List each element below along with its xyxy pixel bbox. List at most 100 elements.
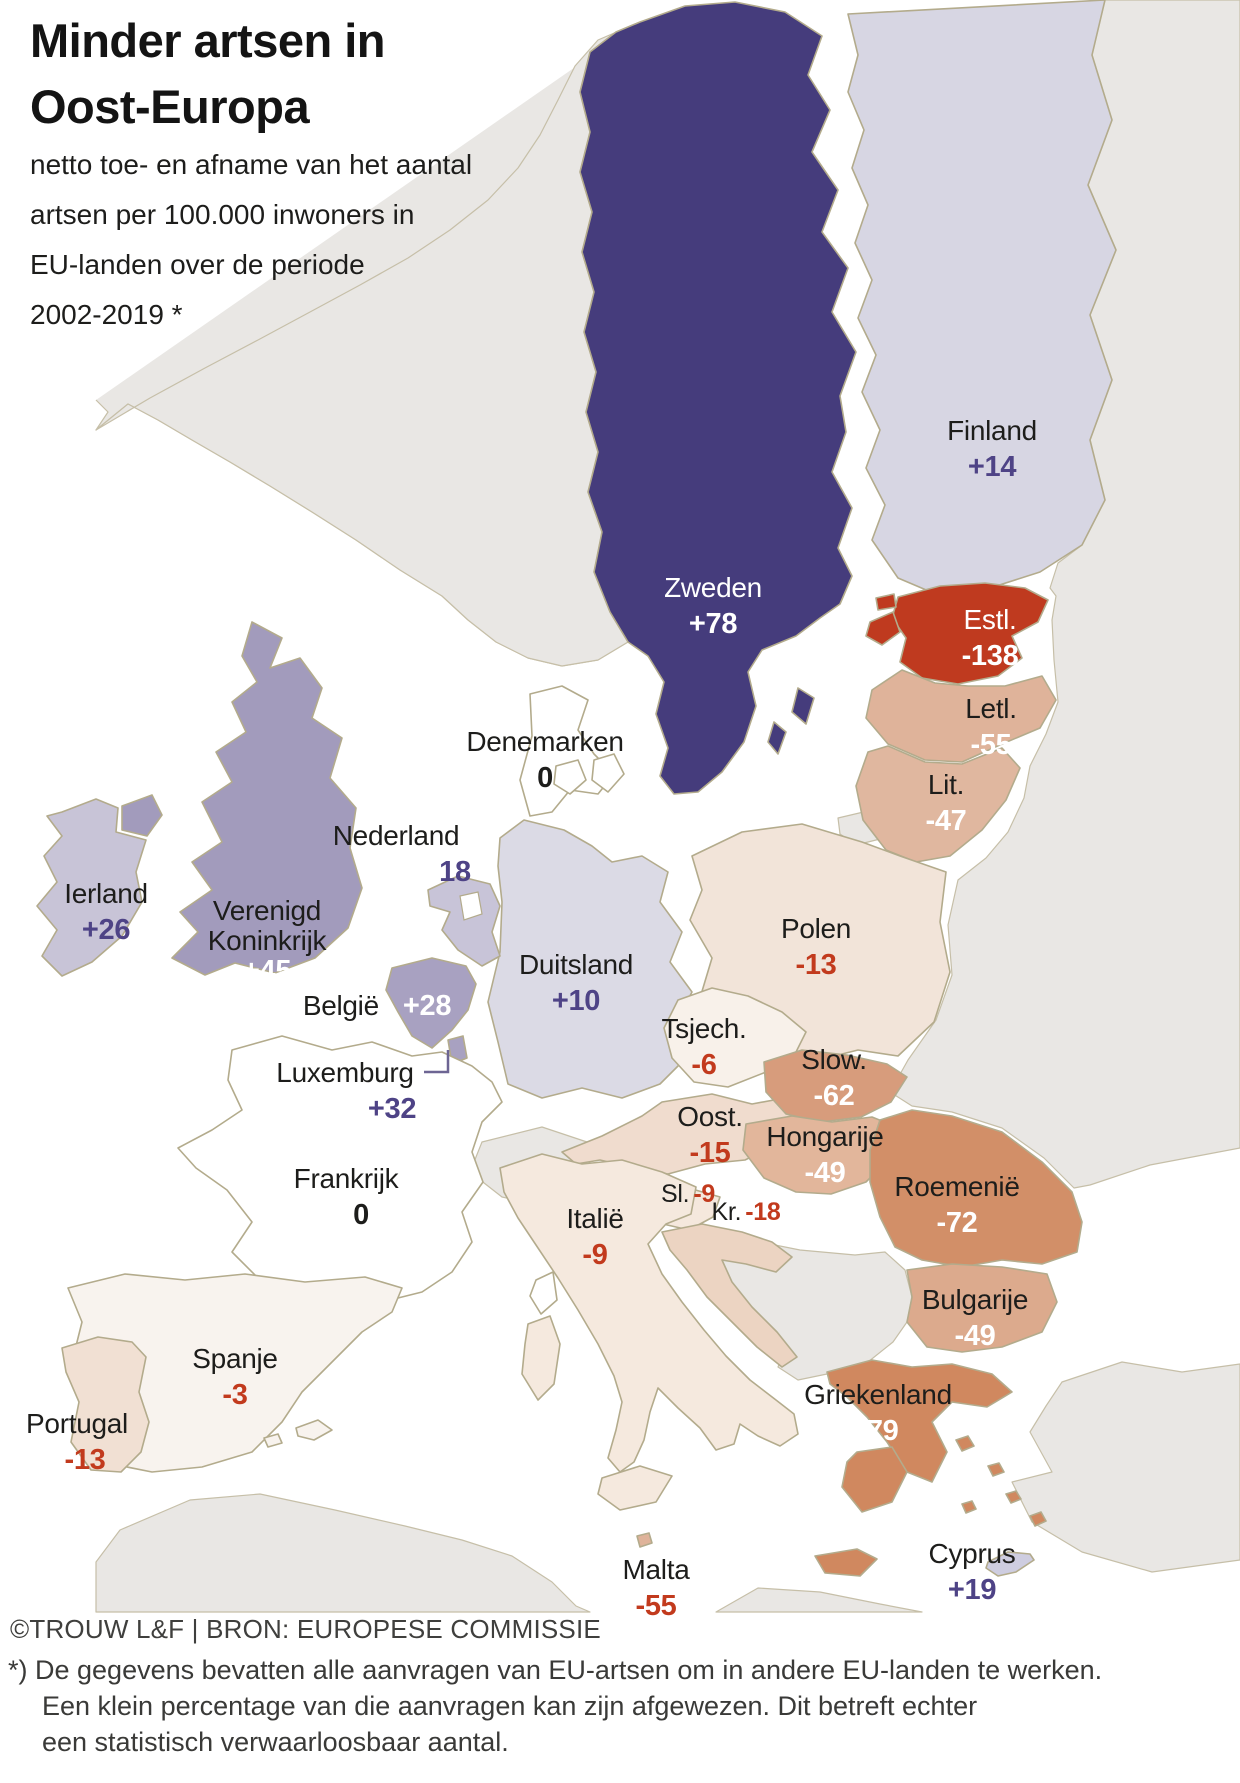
label-tsjechie: Tsjech. -6 — [661, 1011, 746, 1083]
country-value: +26 — [81, 914, 131, 946]
country-shape-denemarken — [519, 685, 615, 817]
country-value: -79 — [857, 1415, 899, 1447]
label-portugal: Portugal -13 — [26, 1406, 128, 1478]
country-shape-griekenland — [826, 1359, 1013, 1483]
country-value: +19 — [947, 1574, 997, 1606]
island-hiiumaa — [875, 593, 897, 611]
country-value: -49 — [954, 1320, 996, 1352]
footnote: *) De gegevens bevatten alle aanvragen v… — [8, 1652, 1102, 1760]
country-name: Nederland — [332, 820, 460, 851]
country-value: 0 — [537, 762, 553, 794]
label-slowakije: Slow. -62 — [801, 1042, 867, 1114]
country-name: Hongarije — [766, 1121, 884, 1152]
label-duitsland: Duitsland +10 — [519, 947, 633, 1019]
country-value: -18 — [745, 1198, 781, 1226]
source-credit: ©TROUW L&F | BRON: EUROPESE COMMISSIE — [10, 1614, 601, 1644]
country-value: +45 — [242, 955, 292, 987]
page-subtitle: netto toe- en afname van het aantal arts… — [30, 140, 472, 340]
country-name: Cyprus — [928, 1538, 1016, 1569]
country-value: -6 — [691, 1049, 717, 1081]
country-value: -62 — [813, 1080, 855, 1112]
country-shape-roemenie — [869, 1109, 1083, 1268]
label-letland: Letl. -55 — [965, 691, 1017, 763]
country-shape-kroatie — [661, 1223, 798, 1368]
island-funen — [553, 759, 587, 795]
label-ierland: Ierland +26 — [64, 876, 148, 948]
country-value: -138 — [961, 640, 1019, 672]
country-value: +32 — [367, 1093, 417, 1125]
luxemburg-connector-line — [424, 1050, 450, 1074]
island-sardinia — [521, 1315, 561, 1401]
label-spanje: Spanje -3 — [192, 1341, 278, 1413]
country-shape-letland — [865, 669, 1057, 763]
country-shape-finland — [847, 0, 1117, 596]
country-name: Letl. — [965, 693, 1017, 724]
country-value: -55 — [635, 1590, 677, 1622]
label-roemenie: Roemenië -72 — [894, 1169, 1020, 1241]
country-name: Griekenland — [804, 1379, 952, 1410]
country-value: +78 — [688, 608, 738, 640]
page-title: Minder artsen in Oost-Europa — [30, 8, 386, 140]
label-zweden: Zweden +78 — [664, 570, 762, 642]
country-name: Slow. — [801, 1044, 867, 1075]
country-shape-frankrijk — [177, 1035, 503, 1303]
country-name: Italië — [566, 1203, 624, 1234]
country-value: -55 — [970, 729, 1012, 761]
label-belgie: België +28 — [302, 988, 452, 1024]
label-italie: Italië -9 — [566, 1201, 624, 1273]
label-hongarije: Hongarije -49 — [766, 1119, 883, 1191]
label-griekenland: Griekenland -79 — [804, 1377, 952, 1449]
label-estland: Estl. -138 — [962, 602, 1019, 674]
country-shape-zweden — [579, 1, 857, 795]
country-value: +14 — [967, 451, 1017, 483]
country-name: Finland — [947, 415, 1037, 446]
title-line-2: Oost-Europa — [30, 80, 310, 133]
country-name: Verenigd — [212, 895, 322, 926]
label-litouwen: Lit. -47 — [925, 767, 966, 839]
country-name: België — [302, 990, 379, 1021]
country-name: Polen — [780, 913, 852, 944]
country-shape-portugal — [61, 1336, 150, 1473]
label-finland: Finland +14 — [947, 413, 1037, 485]
subtitle-line: EU-landen over de periode — [30, 249, 365, 280]
country-shape-litouwen — [855, 745, 1021, 863]
title-line-1: Minder artsen in — [30, 14, 386, 67]
label-oostenrijk: Oost. -15 — [677, 1099, 743, 1171]
country-shape-belgie — [385, 957, 477, 1049]
subtitle-line: artsen per 100.000 inwoners in — [30, 199, 415, 230]
country-name: Malta — [622, 1554, 690, 1585]
island-zealand — [591, 753, 625, 793]
country-name: Roemenië — [894, 1171, 1020, 1202]
country-value: -13 — [64, 1444, 106, 1476]
country-name: Estl. — [963, 604, 1017, 635]
label-malta: Malta -55 — [623, 1552, 690, 1624]
country-name: Denemarken — [466, 726, 624, 757]
land-turkey — [1011, 1361, 1240, 1573]
label-polen: Polen -13 — [781, 911, 851, 983]
region-northern-ireland — [121, 794, 163, 837]
country-value: +10 — [551, 985, 601, 1017]
country-name: Kr. — [711, 1198, 742, 1226]
country-name: Ierland — [64, 878, 148, 909]
aegean-islands — [955, 1435, 1047, 1527]
country-shape-italie — [499, 1153, 799, 1473]
country-name: Tsjech. — [661, 1013, 747, 1044]
island-saaremaa — [865, 611, 901, 646]
country-name: Lit. — [927, 769, 965, 800]
country-value: -72 — [936, 1207, 978, 1239]
island-gotland — [791, 687, 815, 725]
island-oland — [767, 721, 787, 755]
country-value: -9 — [693, 1180, 715, 1208]
label-bulgarije: Bulgarije -49 — [922, 1282, 1029, 1354]
country-shape-bulgarije — [906, 1263, 1058, 1353]
country-value: +28 — [402, 990, 452, 1022]
country-value: 0 — [353, 1199, 369, 1231]
country-name: Koninkrijk — [207, 925, 327, 956]
country-shape-cyprus — [985, 1551, 1035, 1577]
country-name: Duitsland — [518, 949, 634, 980]
country-name: Oost. — [677, 1101, 743, 1132]
label-kroatie: Kr. -18 — [712, 1194, 781, 1230]
country-value: -3 — [222, 1379, 248, 1411]
